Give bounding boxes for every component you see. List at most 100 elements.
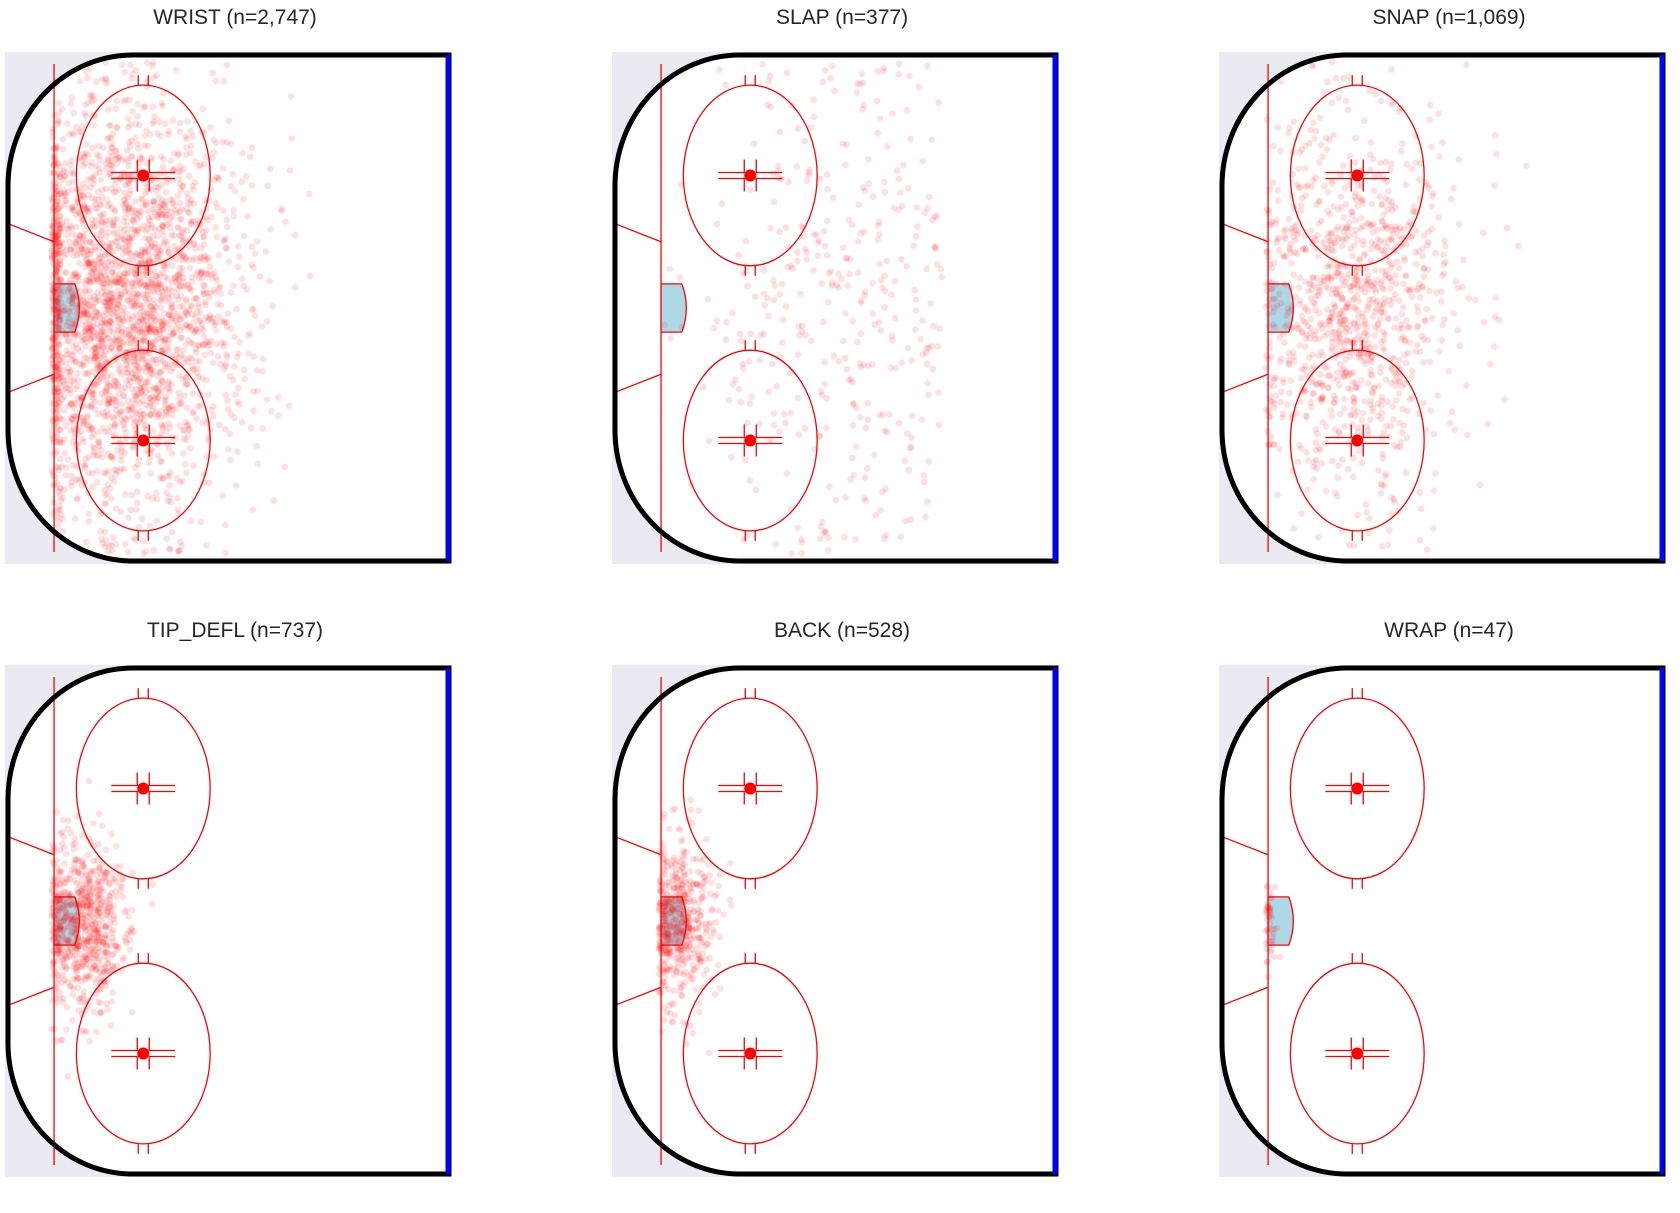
shot-point xyxy=(903,263,910,270)
shot-point xyxy=(1337,310,1344,317)
shot-point xyxy=(1332,257,1339,264)
shot-point xyxy=(939,274,946,281)
shot-point xyxy=(65,817,72,824)
shot-point xyxy=(67,427,74,434)
shot-point xyxy=(223,245,230,252)
shot-point xyxy=(149,901,156,908)
shot-point xyxy=(1380,344,1387,351)
shot-point xyxy=(161,398,168,405)
shot-point xyxy=(91,387,98,394)
shot-point xyxy=(73,964,80,971)
shot-point xyxy=(773,383,780,390)
shot-point xyxy=(935,343,942,350)
shot-point xyxy=(732,376,739,383)
shot-point xyxy=(125,124,132,131)
shot-point xyxy=(1311,363,1318,370)
shot-point xyxy=(245,350,252,357)
shot-point xyxy=(1351,280,1358,287)
shot-point xyxy=(1312,174,1319,181)
shot-point xyxy=(1264,116,1271,123)
shot-point xyxy=(233,306,240,313)
shot-point xyxy=(209,70,216,77)
shot-point xyxy=(802,138,809,145)
shot-point xyxy=(874,98,881,105)
panel-slap: SLAP (n=377) xyxy=(612,0,1072,600)
shot-point xyxy=(98,213,105,220)
shot-point xyxy=(66,180,73,187)
shot-point xyxy=(1427,407,1434,414)
shot-point xyxy=(1326,317,1333,324)
shot-point xyxy=(1268,434,1275,441)
shot-point xyxy=(84,261,91,268)
shot-point xyxy=(252,312,259,319)
shot-point xyxy=(1361,118,1368,125)
shot-point xyxy=(1387,275,1394,282)
shot-point xyxy=(908,444,915,451)
shot-point xyxy=(107,383,114,390)
shot-point xyxy=(183,374,190,381)
shot-point xyxy=(99,962,106,969)
shot-point xyxy=(860,80,867,87)
shot-point xyxy=(177,334,184,341)
shot-point xyxy=(1289,468,1296,475)
shot-point xyxy=(1324,146,1331,153)
shot-point xyxy=(139,291,146,298)
shot-point xyxy=(224,224,231,231)
shot-point xyxy=(1287,284,1294,291)
shot-point xyxy=(211,453,218,460)
shot-point xyxy=(103,847,110,854)
shot-point xyxy=(1430,525,1437,532)
shot-point xyxy=(723,82,730,89)
shot-point xyxy=(864,465,871,472)
shot-point xyxy=(908,357,915,364)
shot-point xyxy=(1304,182,1311,189)
shot-point xyxy=(292,284,299,291)
shot-point xyxy=(169,529,176,536)
shot-point xyxy=(192,314,199,321)
shot-point xyxy=(129,1009,136,1016)
shot-point xyxy=(1271,143,1278,150)
shot-point xyxy=(1266,339,1273,346)
shot-point xyxy=(89,470,96,477)
shot-point xyxy=(818,388,825,395)
shot-point xyxy=(1379,218,1386,225)
shot-point xyxy=(59,840,66,847)
shot-point xyxy=(1303,449,1310,456)
shot-point xyxy=(128,154,135,161)
shot-point xyxy=(106,485,113,492)
shot-point xyxy=(121,69,128,76)
shot-point xyxy=(79,395,86,402)
shot-point xyxy=(218,302,225,309)
panel-title: WRIST (n=2,747) xyxy=(5,6,465,30)
shot-point xyxy=(767,437,774,444)
shot-point xyxy=(1288,377,1295,384)
shot-point xyxy=(93,232,100,239)
shot-point xyxy=(1352,135,1359,142)
shot-point xyxy=(193,415,200,422)
shot-point xyxy=(98,176,105,183)
shot-point xyxy=(1377,490,1384,497)
shot-point xyxy=(82,227,89,234)
shot-point xyxy=(74,974,81,981)
shot-point xyxy=(180,347,187,354)
shot-point xyxy=(1308,316,1315,323)
shot-point xyxy=(97,239,104,246)
shot-point xyxy=(877,327,884,334)
shot-point xyxy=(171,329,178,336)
shot-point xyxy=(100,888,107,895)
shot-point xyxy=(141,104,148,111)
shot-point xyxy=(871,452,878,459)
shot-point xyxy=(269,303,276,310)
shot-point xyxy=(179,265,186,272)
shot-point xyxy=(1412,348,1419,355)
shot-point xyxy=(53,464,60,471)
shot-point xyxy=(99,823,106,830)
shot-point xyxy=(1329,180,1336,187)
shot-point xyxy=(849,455,856,462)
shot-point xyxy=(1336,428,1343,435)
shot-point xyxy=(50,930,57,937)
shot-point xyxy=(1327,211,1334,218)
shot-point xyxy=(55,304,62,311)
shot-point xyxy=(1350,455,1357,462)
shot-point xyxy=(201,333,208,340)
